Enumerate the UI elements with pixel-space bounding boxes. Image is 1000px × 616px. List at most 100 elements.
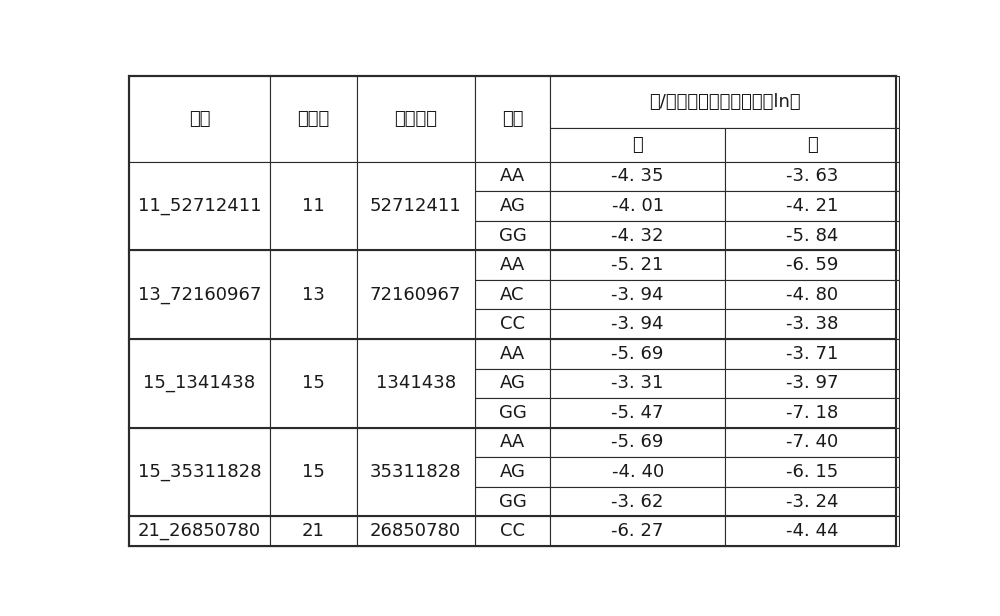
Bar [725,191,899,221]
Bar [475,76,550,161]
Text: -7. 40: -7. 40 [786,434,838,452]
Text: 1341438: 1341438 [376,375,456,392]
Text: -3. 97: -3. 97 [786,375,838,392]
Bar [725,161,899,191]
Text: -4. 01: -4. 01 [612,197,664,215]
Text: 26850780: 26850780 [370,522,461,540]
Bar [475,487,550,516]
Text: GG: GG [499,493,526,511]
Text: 非: 非 [807,136,817,153]
Bar [270,161,357,250]
Bar [725,128,899,161]
Text: -4. 80: -4. 80 [786,286,838,304]
Text: 35311828: 35311828 [370,463,461,481]
Bar [550,309,725,339]
Bar [725,457,899,487]
Text: 13_72160967: 13_72160967 [138,286,261,304]
Text: -3. 31: -3. 31 [611,375,664,392]
Text: AA: AA [500,345,525,363]
Bar [725,250,899,280]
Bar [550,487,725,516]
Text: 52712411: 52712411 [370,197,461,215]
Bar [129,250,270,339]
Text: -3. 24: -3. 24 [786,493,838,511]
Text: 11: 11 [302,197,325,215]
Bar [475,428,550,457]
Text: -3. 63: -3. 63 [786,168,838,185]
Text: -3. 94: -3. 94 [611,286,664,304]
Bar [725,487,899,516]
Bar [550,516,725,546]
Text: GG: GG [499,227,526,245]
Bar [725,428,899,457]
Bar [550,368,725,398]
Text: 72160967: 72160967 [370,286,461,304]
Bar [550,250,725,280]
Text: 位点: 位点 [189,110,210,128]
Text: -4. 32: -4. 32 [611,227,664,245]
Text: -4. 21: -4. 21 [786,197,838,215]
Bar [550,221,725,250]
Bar [475,516,550,546]
Text: GG: GG [499,404,526,422]
Text: CC: CC [500,522,525,540]
Bar [725,280,899,309]
Bar [357,161,475,250]
Text: AG: AG [500,197,525,215]
Text: 21: 21 [302,522,325,540]
Bar [270,76,357,161]
Bar [550,280,725,309]
Bar [550,398,725,428]
Text: AA: AA [500,256,525,274]
Bar [550,161,725,191]
Text: -6. 27: -6. 27 [611,522,664,540]
Text: 21_26850780: 21_26850780 [138,522,261,540]
Bar [475,280,550,309]
Text: 分型: 分型 [502,110,523,128]
Text: -3. 71: -3. 71 [786,345,838,363]
Bar [550,428,725,457]
Text: CC: CC [500,315,525,333]
Bar [475,250,550,280]
Bar [550,339,725,368]
Text: -4. 35: -4. 35 [611,168,664,185]
Text: -6. 59: -6. 59 [786,256,838,274]
Bar [475,398,550,428]
Text: AA: AA [500,168,525,185]
Text: 染色体: 染色体 [297,110,329,128]
Bar [270,428,357,516]
Text: -4. 44: -4. 44 [786,522,838,540]
Text: -5. 69: -5. 69 [611,434,664,452]
Bar [129,76,270,161]
Bar [357,76,475,161]
Bar [475,457,550,487]
Text: 15: 15 [302,463,325,481]
Text: 是/非云山黑山羊概率值（ln）: 是/非云山黑山羊概率值（ln） [649,93,801,111]
Text: -5. 84: -5. 84 [786,227,838,245]
Bar [550,191,725,221]
Text: AC: AC [500,286,525,304]
Text: 15: 15 [302,375,325,392]
Text: 11_52712411: 11_52712411 [138,197,261,215]
Text: 13: 13 [302,286,325,304]
Bar [725,309,899,339]
Text: -7. 18: -7. 18 [786,404,838,422]
Bar [725,398,899,428]
Text: -5. 47: -5. 47 [611,404,664,422]
Bar [725,368,899,398]
Text: -5. 21: -5. 21 [611,256,664,274]
Bar [725,221,899,250]
Bar [550,457,725,487]
Text: -3. 94: -3. 94 [611,315,664,333]
Text: -3. 38: -3. 38 [786,315,838,333]
Bar [475,191,550,221]
Bar [475,339,550,368]
Text: -4. 40: -4. 40 [612,463,664,481]
Bar [129,428,270,516]
Text: 15_35311828: 15_35311828 [138,463,261,481]
Bar [357,428,475,516]
Bar [725,339,899,368]
Bar [270,339,357,428]
Bar [550,76,899,128]
Text: -5. 69: -5. 69 [611,345,664,363]
